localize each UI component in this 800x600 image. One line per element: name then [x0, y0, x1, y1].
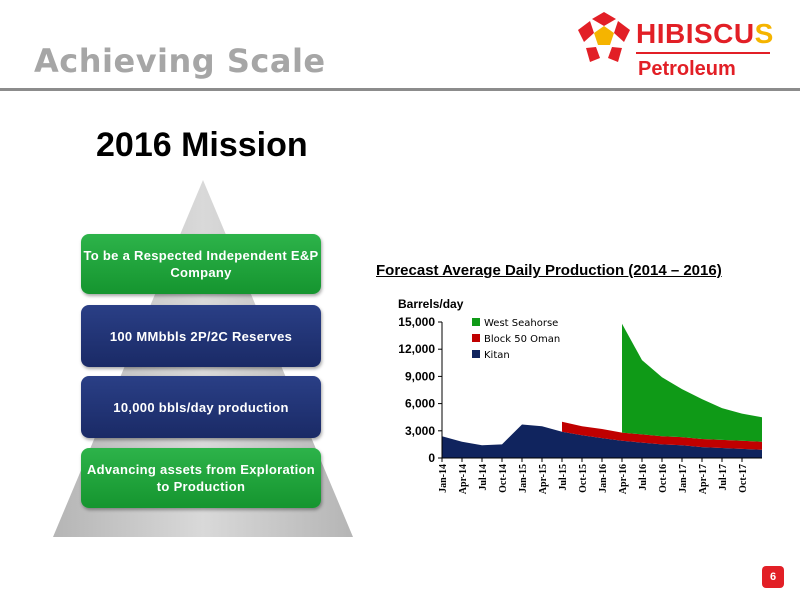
production-area-chart: 0 3,000 6,000 9,000 12,000 15,000 Jan-14 Apr-14…	[398, 315, 762, 494]
chart-y-axis-label: Barrels/day	[398, 297, 464, 311]
x-tick-label: Jul-14	[478, 464, 489, 491]
y-tick-label: 12,000	[398, 342, 435, 356]
x-tick-label: Oct-16	[658, 464, 669, 493]
legend-label: Block 50 Oman	[484, 334, 560, 345]
legend-label: West Seahorse	[484, 318, 558, 329]
logo-wordmark-accent: S	[754, 18, 774, 49]
page-number: 6	[762, 566, 784, 588]
mission-tier-production: 10,000 bbls/day production	[81, 376, 321, 438]
chart-title: Forecast Average Daily Production (2014 …	[376, 262, 722, 279]
logo-wordmark: HIBISCUS	[636, 18, 774, 50]
y-tick-label: 9,000	[405, 369, 435, 383]
series-area-block-50-oman	[562, 421, 762, 450]
x-tick-label: Jan-16	[598, 464, 609, 493]
hibiscus-flower-icon	[578, 12, 630, 62]
series-area-west-seahorse	[622, 323, 762, 442]
x-tick-label: Jul-17	[718, 464, 729, 491]
x-tick-label: Apr-16	[618, 464, 629, 494]
logo-subtitle: Petroleum	[638, 58, 736, 80]
company-logo: HIBISCUS Petroleum	[574, 8, 774, 82]
y-tick-label: 3,000	[405, 424, 435, 438]
x-tick-label: Oct-15	[578, 464, 589, 493]
legend-swatch	[472, 350, 480, 358]
x-tick-label: Apr-17	[698, 464, 709, 494]
mission-title: 2016 Mission	[96, 126, 308, 164]
x-tick-label: Apr-14	[458, 464, 469, 494]
mission-tier-reputation: To be a Respected Independent E&P Compan…	[81, 234, 321, 294]
slide-title: Achieving Scale	[34, 42, 326, 80]
y-tick-label: 0	[428, 451, 435, 465]
mission-tier-reserves: 100 MMbbls 2P/2C Reserves	[81, 305, 321, 367]
title-divider	[0, 88, 800, 91]
legend-swatch	[472, 334, 480, 342]
series-area-kitan	[442, 424, 762, 458]
x-tick-label: Jul-16	[638, 464, 649, 491]
logo-divider	[636, 52, 770, 54]
legend-label: Kitan	[484, 350, 510, 361]
x-tick-label: Jan-17	[678, 464, 689, 493]
x-tick-label: Jan-15	[518, 464, 529, 493]
legend-swatch	[472, 318, 480, 326]
x-tick-label: Oct-17	[738, 464, 749, 493]
x-tick-label: Jul-15	[558, 464, 569, 491]
x-tick-label: Oct-14	[498, 464, 509, 493]
mission-tier-advancing-assets: Advancing assets from Exploration to Pro…	[81, 448, 321, 508]
y-tick-label: 15,000	[398, 315, 435, 329]
y-tick-label: 6,000	[405, 397, 435, 411]
x-tick-label: Apr-15	[538, 464, 549, 494]
x-tick-label: Jan-14	[438, 464, 449, 493]
logo-wordmark-main: HIBISCU	[636, 18, 755, 49]
